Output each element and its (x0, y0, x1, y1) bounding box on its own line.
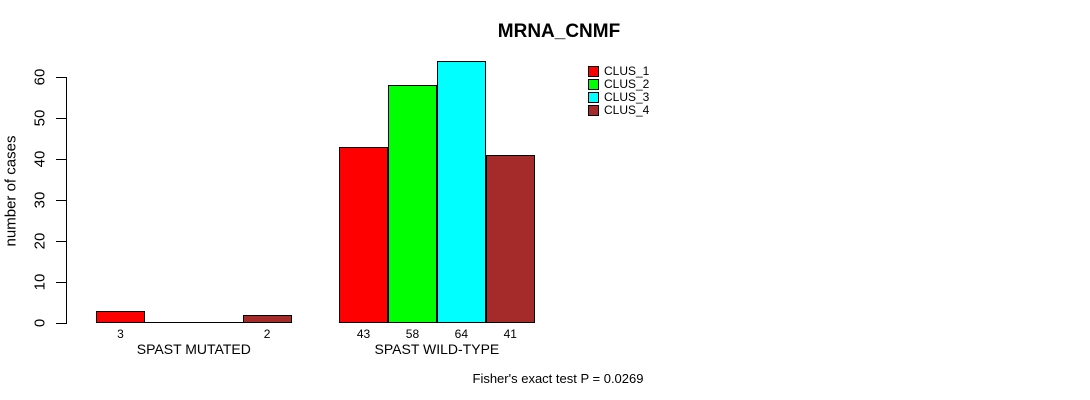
bar-clus-1-spast-mutated (96, 310, 145, 323)
y-tick-mark-40 (56, 158, 66, 160)
legend-item-clus-3: CLUS_3 (588, 91, 649, 104)
y-tick-label-0: 0 (31, 318, 49, 328)
y-axis-line (66, 77, 67, 324)
legend-swatch-clus-3 (588, 92, 599, 103)
chart-title: MRNA_CNMF (497, 21, 621, 42)
bar-value-label-clus-1-spast-mutated: 3 (117, 327, 124, 341)
legend-item-clus-4: CLUS_4 (588, 104, 649, 117)
bar-value-label-clus-4-spast-wild-type: 41 (503, 327, 517, 341)
bar-clus-4-spast-wild-type (485, 154, 535, 323)
x-group-label-spast-wild-type: SPAST WILD-TYPE (374, 341, 500, 357)
y-tick-mark-10 (56, 281, 66, 283)
y-tick-label-30: 30 (31, 191, 49, 209)
y-tick-mark-20 (56, 240, 66, 242)
y-tick-mark-0 (56, 322, 66, 324)
fisher-test-note: Fisher's exact test P = 0.0269 (472, 371, 644, 386)
legend-item-clus-2: CLUS_2 (588, 78, 649, 91)
legend-swatch-clus-4 (588, 105, 599, 116)
y-tick-mark-60 (56, 76, 66, 78)
legend: CLUS_1 CLUS_2 CLUS_3 CLUS_4 (588, 65, 649, 117)
y-tick-label-20: 20 (31, 232, 49, 250)
legend-label-clus-3: CLUS_3 (604, 90, 650, 104)
legend-label-clus-4: CLUS_4 (604, 103, 650, 117)
legend-swatch-clus-1 (588, 66, 599, 77)
legend-swatch-clus-2 (588, 79, 599, 90)
y-tick-label-40: 40 (31, 150, 49, 168)
legend-label-clus-1: CLUS_1 (604, 64, 650, 78)
bar-value-label-clus-4-spast-mutated: 2 (263, 327, 271, 341)
bar-clus-1-spast-wild-type (339, 146, 388, 323)
y-tick-label-50: 50 (31, 109, 49, 127)
bar-clus-2-spast-mutated (144, 322, 194, 323)
y-tick-mark-50 (56, 117, 66, 119)
y-tick-mark-30 (56, 199, 66, 201)
bar-clus-3-spast-wild-type (436, 60, 486, 323)
bar-clus-4-spast-mutated (242, 314, 292, 323)
bar-clus-2-spast-wild-type (388, 85, 437, 323)
bar-value-label-clus-1-spast-wild-type: 43 (356, 327, 371, 341)
bar-clus-3-spast-mutated (193, 322, 243, 323)
legend-label-clus-2: CLUS_2 (604, 77, 650, 91)
bar-value-label-clus-2-spast-wild-type: 58 (405, 327, 420, 341)
y-tick-label-10: 10 (31, 273, 49, 291)
y-tick-label-60: 60 (31, 68, 49, 86)
legend-item-clus-1: CLUS_1 (588, 65, 649, 78)
bar-value-label-clus-3-spast-wild-type: 64 (454, 327, 469, 341)
x-group-label-spast-mutated: SPAST MUTATED (136, 341, 251, 357)
y-axis-label: number of cases (2, 135, 20, 247)
